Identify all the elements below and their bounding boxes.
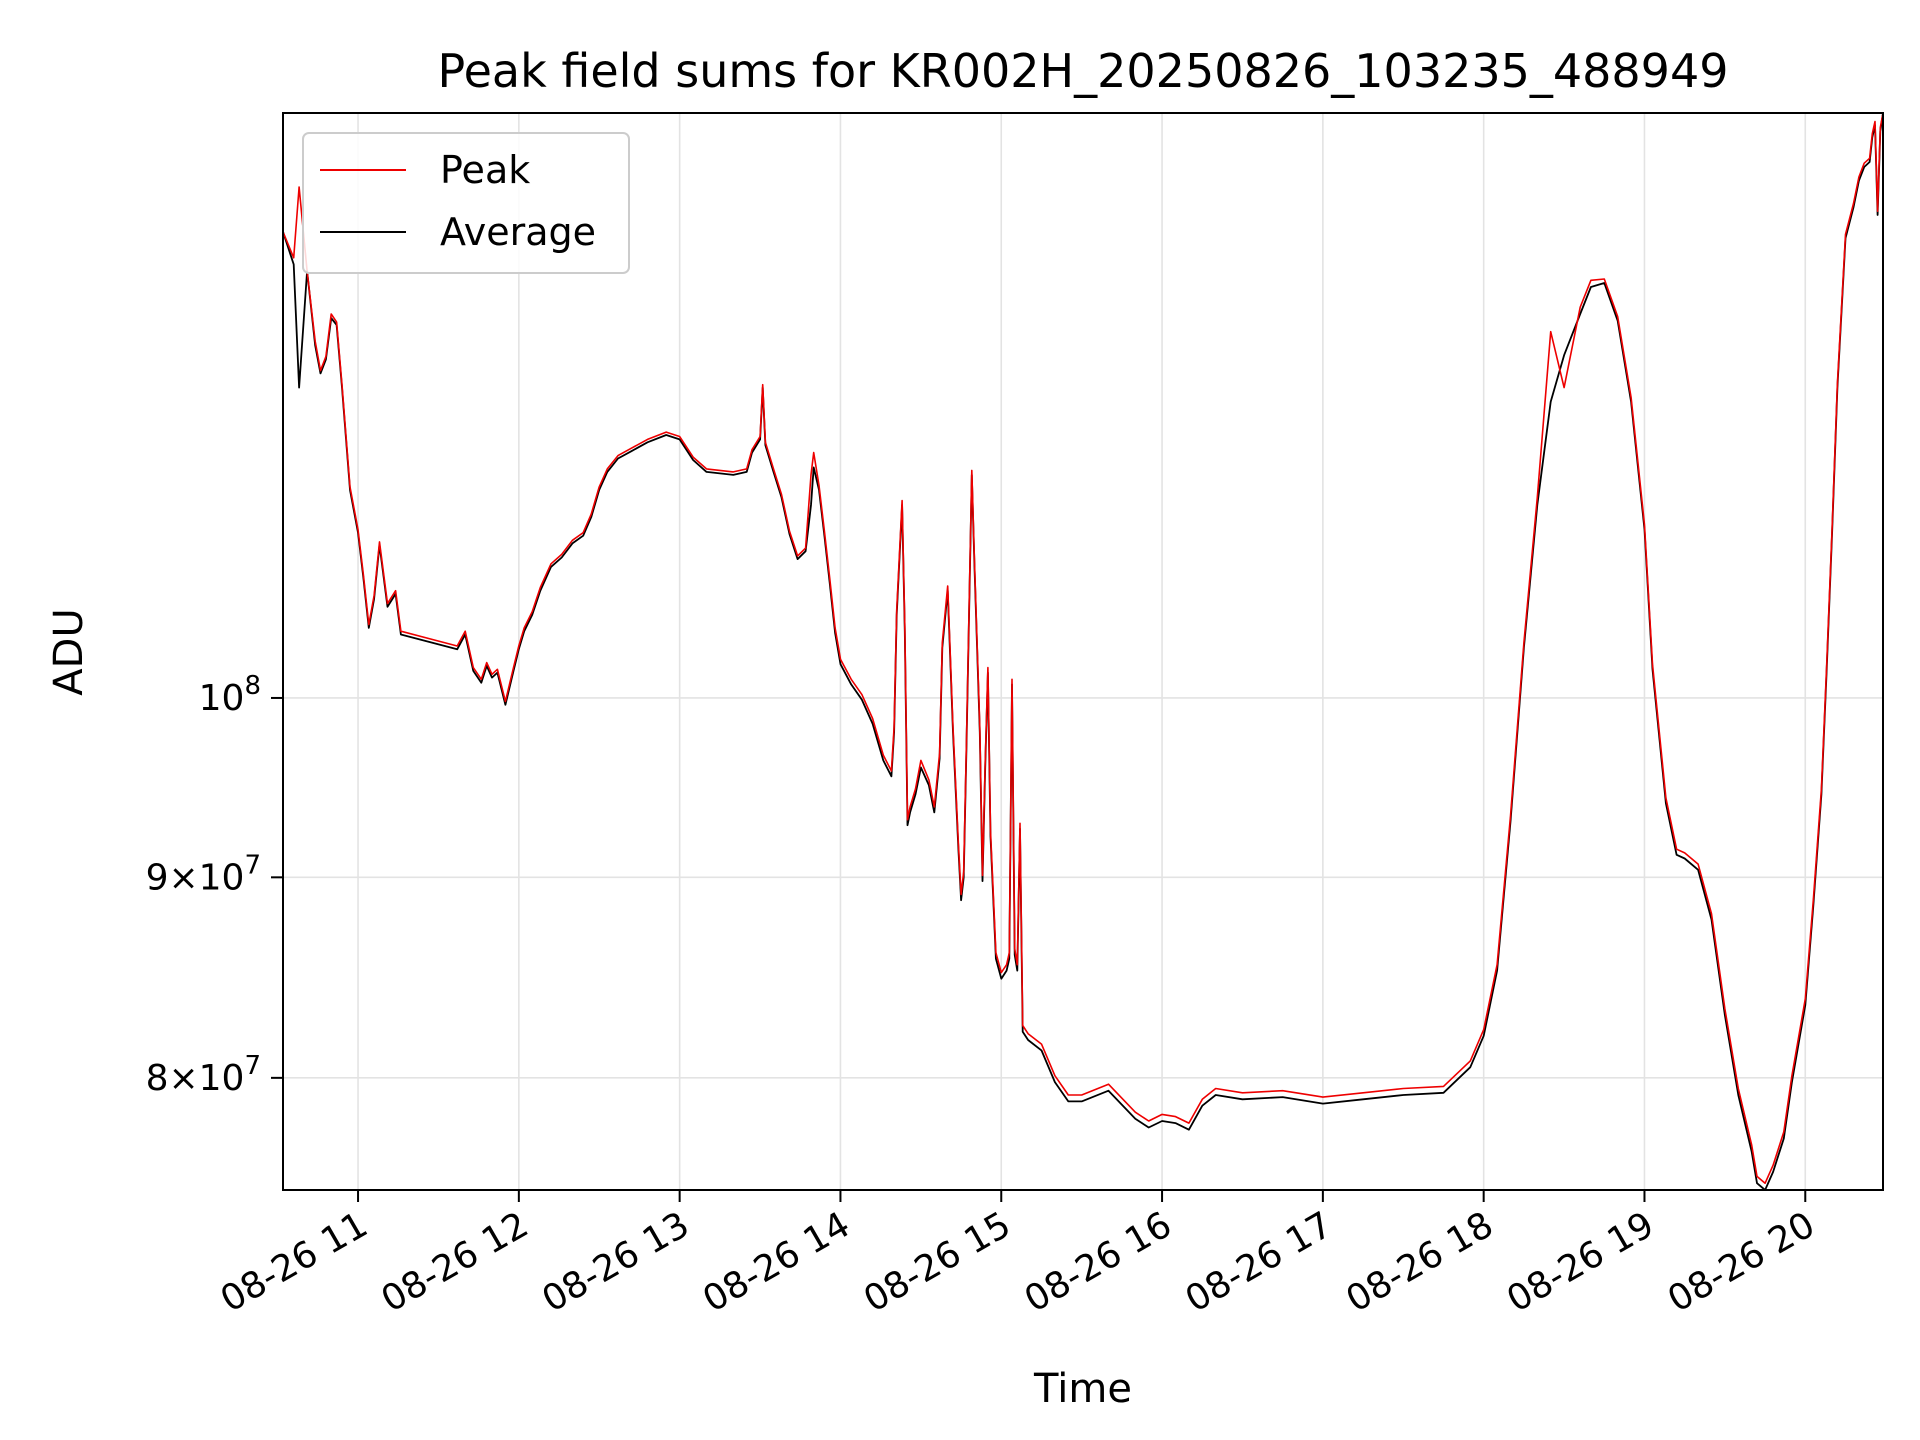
chart-title: Peak field sums for KR002H_20250826_1032… — [438, 44, 1729, 98]
y-tick-label: 108 — [199, 671, 261, 719]
legend-box — [302, 132, 630, 274]
y-tick-label: 8×107 — [146, 1051, 261, 1099]
plot-frame — [282, 112, 1884, 1191]
y-tick-label: 9×107 — [146, 850, 261, 898]
y-axis: 8×107 9×107 108 — [146, 671, 283, 1099]
x-axis-label: Time — [1033, 1366, 1132, 1412]
legend-label-peak: Peak — [440, 148, 530, 192]
series-line-peak — [282, 112, 1884, 1184]
series-lines — [282, 112, 1884, 1191]
y-axis-label: ADU — [46, 608, 92, 695]
legend: Peak Average — [302, 132, 630, 274]
legend-label-average: Average — [440, 210, 596, 254]
